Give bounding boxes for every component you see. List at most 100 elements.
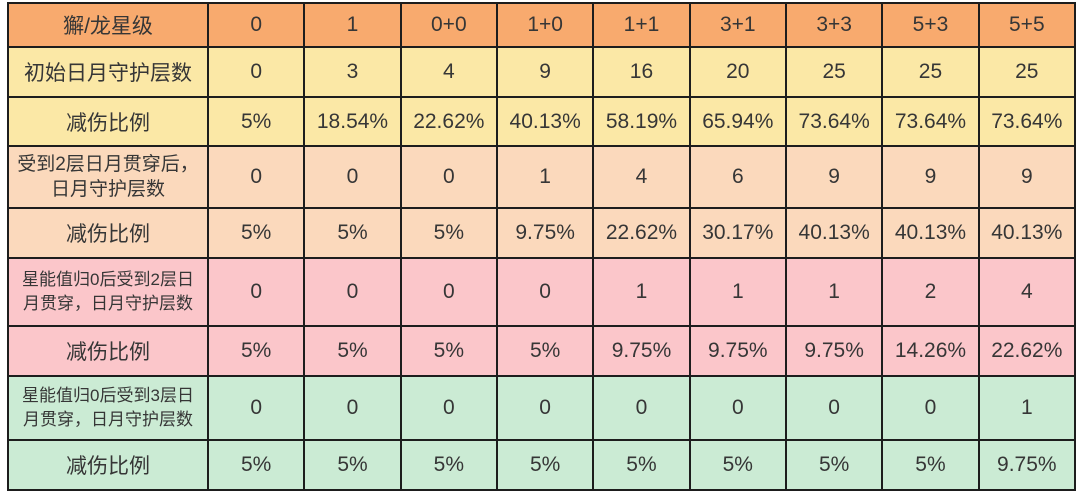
value-cell: 5% [495,439,595,491]
value-cell: 1 [592,257,691,328]
header-cell: 5+3 [881,2,980,48]
value-cell: 0 [881,375,980,442]
row-label-cell: 星能值归0后受到3层日月贯穿，日月守护层数 [7,375,209,442]
table-row: 减伤比例 5% 5% 5% 5% 5% 5% 5% 5% 9.75% [7,439,1077,491]
row-label-cell: 减伤比例 [7,325,209,378]
value-cell: 9 [495,46,595,98]
row-label-cell: 减伤比例 [7,439,209,491]
value-cell: 0 [495,257,595,328]
value-cell: 0 [399,375,498,442]
value-cell: 5% [303,207,402,260]
value-cell: 73.64% [784,95,884,148]
value-cell: 5% [592,439,691,491]
value-cell: 0 [399,257,498,328]
value-cell: 5% [206,439,306,491]
value-cell: 5% [881,439,980,491]
value-cell: 25 [881,46,980,98]
row-label-cell: 受到2层日月贯穿后，日月守护层数 [7,145,209,210]
value-cell: 73.64% [977,95,1077,148]
value-cell: 22.62% [399,95,498,148]
value-cell: 5% [399,325,498,378]
value-cell: 22.62% [977,325,1077,378]
value-cell: 2 [881,257,980,328]
table-row: 初始日月守护层数 0 3 4 9 16 20 25 25 25 [7,46,1077,98]
header-cell: 1+0 [495,2,595,48]
stats-table-head: 獬/龙星级 0 1 0+0 1+0 1+1 3+1 3+3 5+3 5+5 [7,2,1077,48]
value-cell: 40.13% [495,95,595,148]
value-cell: 6 [688,145,787,210]
row-label-cell: 减伤比例 [7,207,209,260]
value-cell: 65.94% [688,95,787,148]
header-row: 獬/龙星级 0 1 0+0 1+0 1+1 3+1 3+3 5+3 5+5 [7,2,1077,48]
stats-table-body: 初始日月守护层数 0 3 4 9 16 20 25 25 25 减伤比例 5% 18.54% 22.62%… [7,46,1077,491]
value-cell: 3 [303,46,402,98]
header-cell: 1 [303,2,402,48]
value-cell: 25 [784,46,884,98]
value-cell: 9.75% [784,325,884,378]
value-cell: 5% [688,439,787,491]
value-cell: 0 [206,257,306,328]
value-cell: 5% [399,207,498,260]
value-cell: 30.17% [688,207,787,260]
value-cell: 5% [206,325,306,378]
value-cell: 5% [399,439,498,491]
table-row: 减伤比例 5% 5% 5% 5% 9.75% 9.75% 9.75% 14.26% 22.62% [7,325,1077,378]
value-cell: 1 [977,375,1077,442]
value-cell: 4 [592,145,691,210]
value-cell: 5% [303,325,402,378]
value-cell: 9 [881,145,980,210]
value-cell: 9.75% [495,207,595,260]
header-cell: 1+1 [592,2,691,48]
value-cell: 0 [592,375,691,442]
header-cell: 3+1 [688,2,787,48]
value-cell: 5% [206,207,306,260]
value-cell: 1 [688,257,787,328]
value-cell: 5% [495,325,595,378]
value-cell: 9.75% [688,325,787,378]
value-cell: 0 [784,375,884,442]
table-row: 减伤比例 5% 5% 5% 9.75% 22.62% 30.17% 40.13% 40.13% 4… [7,207,1077,260]
value-cell: 9 [784,145,884,210]
table-row: 减伤比例 5% 18.54% 22.62% 40.13% 58.19% 65.94% 73.6… [7,95,1077,148]
value-cell: 0 [303,257,402,328]
value-cell: 58.19% [592,95,691,148]
value-cell: 9 [977,145,1077,210]
stats-table: 獬/龙星级 0 1 0+0 1+0 1+1 3+1 3+3 5+3 5+5 初始日月守护层数 0 3 4… [7,2,1077,491]
value-cell: 16 [592,46,691,98]
row-label-cell: 星能值归0后受到2层日月贯穿，日月守护层数 [7,257,209,328]
value-cell: 0 [206,46,306,98]
row-label-cell: 初始日月守护层数 [7,46,209,98]
table-row: 星能值归0后受到2层日月贯穿，日月守护层数 0 0 0 0 1 1 1 2 4 [7,257,1077,328]
table-row: 受到2层日月贯穿后，日月守护层数 0 0 0 1 4 6 9 9 9 [7,145,1077,210]
header-cell: 0+0 [399,2,498,48]
value-cell: 18.54% [303,95,402,148]
header-cell: 0 [206,2,306,48]
value-cell: 0 [206,145,306,210]
value-cell: 25 [977,46,1077,98]
value-cell: 9.75% [592,325,691,378]
value-cell: 9.75% [977,439,1077,491]
value-cell: 20 [688,46,787,98]
value-cell: 4 [399,46,498,98]
value-cell: 14.26% [881,325,980,378]
value-cell: 5% [303,439,402,491]
value-cell: 5% [784,439,884,491]
table-row: 星能值归0后受到3层日月贯穿，日月守护层数 0 0 0 0 0 0 0 0 1 [7,375,1077,442]
value-cell: 73.64% [881,95,980,148]
value-cell: 1 [495,145,595,210]
value-cell: 0 [303,145,402,210]
header-cell: 3+3 [784,2,884,48]
value-cell: 22.62% [592,207,691,260]
value-cell: 0 [688,375,787,442]
value-cell: 0 [399,145,498,210]
header-cell: 5+5 [977,2,1077,48]
value-cell: 1 [784,257,884,328]
value-cell: 5% [206,95,306,148]
row-label-cell: 减伤比例 [7,95,209,148]
value-cell: 40.13% [784,207,884,260]
value-cell: 0 [206,375,306,442]
value-cell: 4 [977,257,1077,328]
value-cell: 40.13% [977,207,1077,260]
value-cell: 0 [303,375,402,442]
